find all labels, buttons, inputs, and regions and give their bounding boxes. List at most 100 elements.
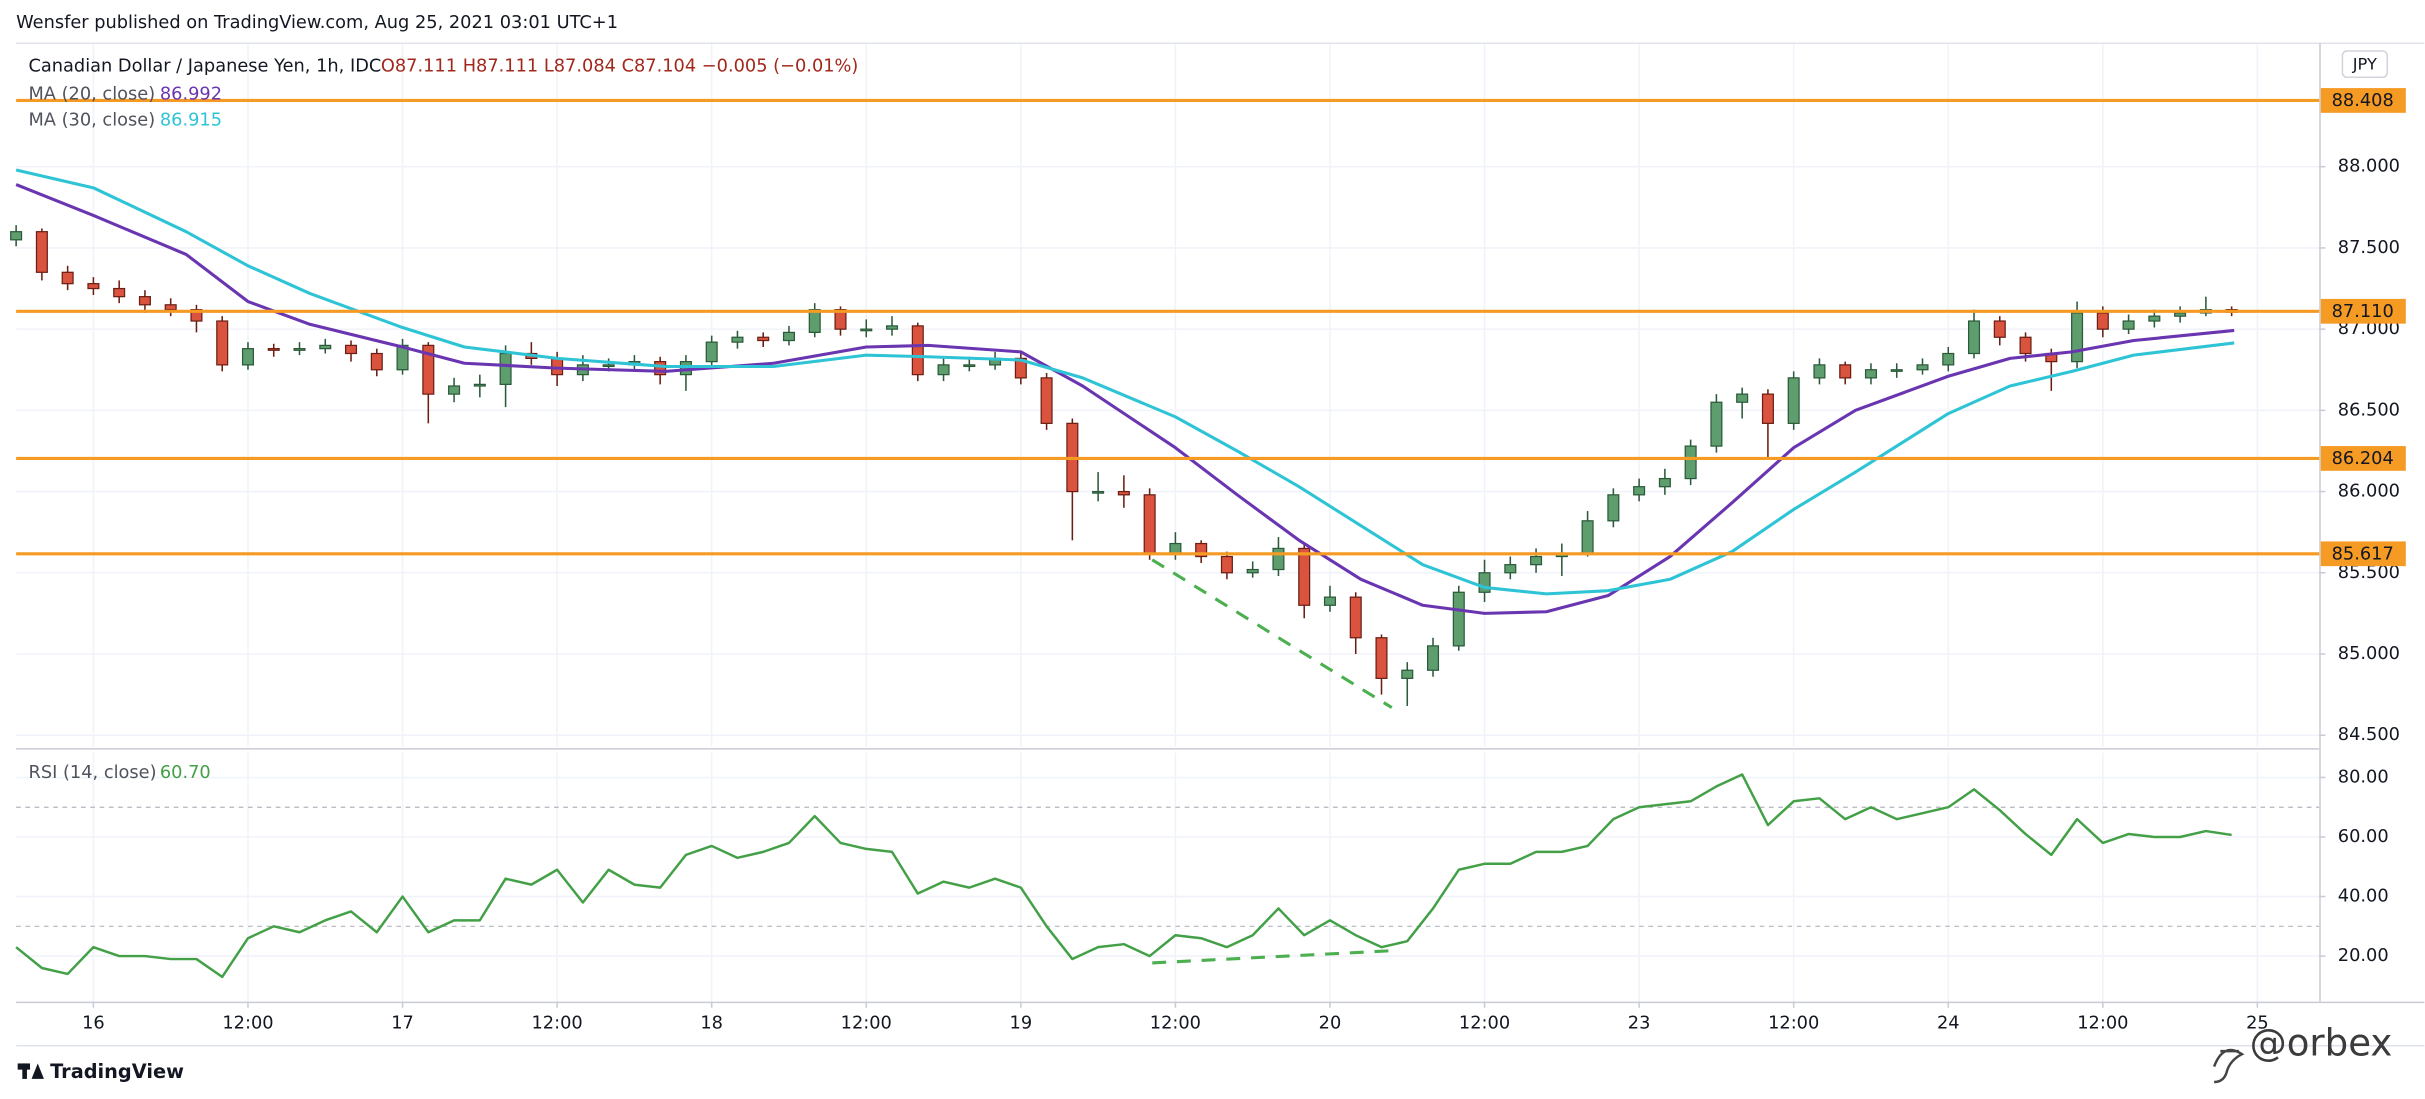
- candle-body: [911, 325, 924, 376]
- candle-body: [1581, 520, 1594, 554]
- trend-line: [1151, 558, 1393, 709]
- candle-body: [190, 309, 203, 322]
- candle-body: [61, 271, 74, 285]
- candle-body: [138, 296, 151, 306]
- candle-body: [1117, 490, 1130, 496]
- candle-body: [782, 331, 796, 342]
- candle-body: [35, 231, 48, 273]
- x-tick-label: 18: [700, 1013, 723, 1033]
- candle-body: [113, 287, 126, 298]
- x-tick-label: 12:00: [841, 1013, 892, 1033]
- watermark: @orbex: [2250, 1021, 2393, 1064]
- candle-body: [370, 352, 383, 371]
- candle-body: [1478, 572, 1491, 593]
- y-tick-label: 85.000: [2338, 644, 2400, 664]
- level-label: 87.110: [2332, 302, 2394, 322]
- candle-body: [10, 231, 23, 241]
- candle-body: [1607, 494, 1620, 522]
- candle-body: [2122, 320, 2135, 330]
- candle-body: [1813, 364, 1826, 379]
- x-tick-label: 12:00: [1768, 1013, 1819, 1033]
- candle-body: [1916, 364, 1929, 371]
- symbol-title: Canadian Dollar / Japanese Yen, 1h, IDC: [28, 56, 381, 76]
- candle-body: [1942, 352, 1955, 366]
- watermark-logo: [2212, 1048, 2245, 1084]
- rsi-line: [15, 773, 2232, 979]
- x-tick-label: 17: [391, 1013, 414, 1033]
- currency-label[interactable]: JPY: [2352, 54, 2377, 73]
- candle-body: [860, 328, 873, 332]
- candle-body: [834, 309, 847, 330]
- candle-body: [1092, 490, 1105, 494]
- candle-body: [1401, 669, 1414, 679]
- candle-body: [1375, 637, 1388, 679]
- candle-body: [1426, 645, 1440, 671]
- footer-brand: TradingView: [50, 1060, 184, 1083]
- candle-body: [396, 344, 409, 371]
- x-tick-label: 25: [2246, 1013, 2269, 1033]
- candle-body: [1349, 596, 1362, 639]
- x-tick-label: 20: [1319, 1013, 1342, 1033]
- y-tick-label: 85.500: [2338, 563, 2400, 583]
- candle-body: [473, 383, 486, 387]
- candle-body: [1298, 547, 1311, 606]
- x-tick-label: 12:00: [1459, 1013, 1510, 1033]
- candle-body: [1220, 555, 1233, 574]
- level-label: 86.204: [2332, 449, 2394, 469]
- level-label-box: [2320, 446, 2406, 471]
- x-tick-label: 16: [82, 1013, 105, 1033]
- rsi-trend-line: [1152, 949, 1392, 965]
- grid-layer: [16, 43, 2320, 1002]
- level-label-box: [2320, 88, 2406, 113]
- candle-body: [2174, 312, 2187, 317]
- ma-line: [15, 168, 2235, 596]
- rsi-y-tick-label: 60.00: [2338, 827, 2389, 847]
- candle-body: [293, 348, 306, 351]
- candle-body: [1839, 364, 1852, 379]
- x-tick-label: 24: [1937, 1013, 1960, 1033]
- candle-body: [1452, 591, 1465, 647]
- candle-body: [1658, 477, 1671, 488]
- y-tick-label: 87.500: [2338, 238, 2400, 258]
- rsi-y-tick-label: 20.00: [2338, 946, 2389, 966]
- ma20-legend-name: MA (20, close): [28, 84, 155, 104]
- candle-body: [602, 364, 615, 368]
- candle-body: [448, 385, 461, 395]
- level-label: 88.408: [2332, 91, 2394, 111]
- x-tick-label: 19: [1010, 1013, 1033, 1033]
- candle-body: [1014, 357, 1027, 379]
- candle-body: [2019, 336, 2032, 355]
- candle-body: [1633, 486, 1646, 496]
- candle-body: [1040, 377, 1053, 424]
- header-text: Wensfer published on TradingView.com, Au…: [16, 13, 618, 33]
- ohlc-legend: O87.111 H87.111 L87.084 C87.104 −0.005 (…: [381, 56, 858, 76]
- ma30-legend-value: 86.915: [160, 111, 222, 131]
- level-label-box: [2320, 541, 2406, 567]
- candle-body: [705, 341, 718, 363]
- marks-layer: [10, 168, 2238, 979]
- y-tick-label: 86.500: [2338, 400, 2400, 420]
- candle-body: [1890, 369, 1903, 372]
- ma20-legend-value: 86.992: [160, 84, 222, 104]
- candle-body: [757, 336, 770, 342]
- candle-body: [319, 344, 332, 350]
- candle-body: [2148, 315, 2161, 322]
- rsi-y-tick-label: 80.00: [2338, 767, 2389, 787]
- currency-box[interactable]: [2341, 50, 2389, 79]
- candle-body: [963, 364, 976, 368]
- candle-body: [1736, 393, 1749, 403]
- x-tick-label: 12:00: [1150, 1013, 1201, 1033]
- rsi-y-tick-label: 40.00: [2338, 887, 2389, 907]
- candle-body: [2071, 312, 2084, 363]
- candle-body: [1761, 393, 1774, 424]
- candle-body: [241, 348, 255, 366]
- candle-body: [654, 361, 667, 376]
- logo-part: [22, 1063, 27, 1079]
- candle-body: [2096, 312, 2109, 330]
- candle-body: [1864, 369, 1878, 379]
- candle-body: [1993, 320, 2006, 338]
- candle-body: [1710, 401, 1723, 447]
- candle-body: [1530, 555, 1543, 566]
